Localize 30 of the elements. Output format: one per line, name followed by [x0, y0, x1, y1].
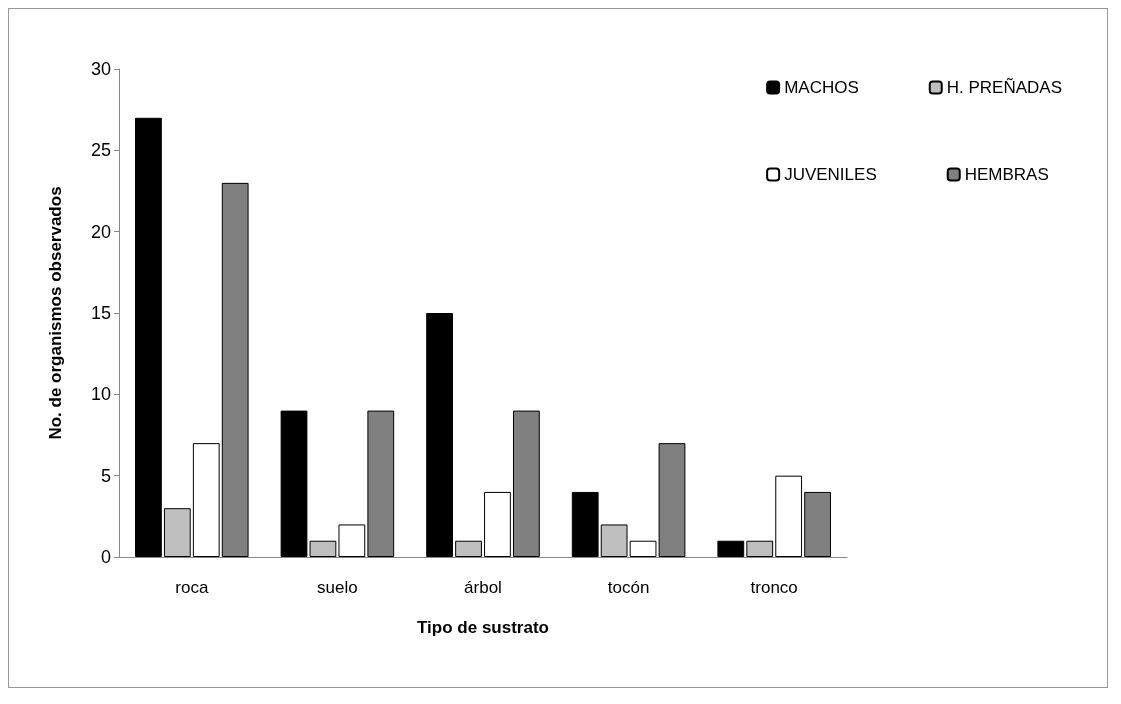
x-tick-label: árbol [464, 578, 502, 597]
legend-label: MACHOS [784, 78, 859, 97]
bar [571, 491, 599, 557]
x-axis-title: Tipo de sustrato [417, 618, 549, 637]
bar [455, 540, 482, 557]
bar [775, 475, 803, 557]
y-tick-label: 15 [90, 303, 111, 323]
x-tick-label: tronco [750, 578, 798, 597]
y-tick-label: 10 [90, 384, 111, 405]
bar [135, 117, 162, 557]
bar [484, 491, 511, 557]
bar [338, 524, 366, 557]
legend-label: HEMBRAS [964, 165, 1049, 184]
y-tick-label: 0 [100, 547, 111, 567]
x-tick-label: suelo [317, 578, 358, 597]
legend-label: H. PREÑADAS [946, 78, 1062, 97]
x-tick-label: roca [175, 578, 209, 597]
y-tick-label: 20 [90, 221, 111, 242]
x-tick-label: tocón [607, 578, 650, 597]
bar [600, 524, 628, 557]
y-tick-label: 5 [100, 465, 111, 486]
y-tick-label: 30 [90, 59, 111, 79]
bar [746, 540, 774, 557]
y-axis-title: No. de organismos observados [46, 186, 65, 440]
bar [192, 443, 220, 557]
bar [163, 508, 191, 557]
y-tick-label: 25 [90, 140, 111, 161]
bar [717, 540, 745, 557]
bar [426, 313, 453, 557]
legend-label: JUVENILES [784, 165, 877, 184]
